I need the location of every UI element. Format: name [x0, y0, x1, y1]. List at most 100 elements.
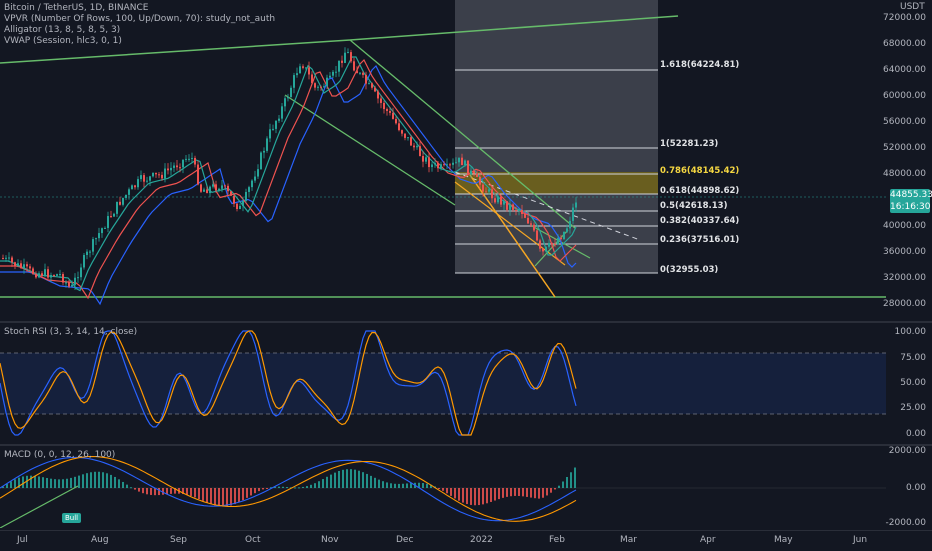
candle-body [302, 66, 304, 68]
currency-label[interactable]: USDT [900, 2, 925, 12]
candle-body [338, 60, 340, 72]
macd-bar [202, 488, 204, 501]
candle-body [176, 165, 178, 168]
fib-projection-box[interactable] [455, 0, 658, 273]
macd-bar [226, 488, 228, 507]
candle-body [188, 158, 190, 160]
time-tick: Dec [396, 535, 414, 545]
macd-bar [266, 488, 268, 489]
candle-body [86, 251, 88, 255]
candlestick-series[interactable] [2, 47, 577, 291]
stoch-rsi-label[interactable]: Stoch RSI (3, 3, 14, 14, close) [4, 327, 138, 337]
channel-lower-line[interactable] [284, 94, 456, 206]
candle-body [308, 67, 310, 75]
upper-trendline-right[interactable] [349, 15, 679, 41]
candle-body [5, 257, 7, 259]
candle-body [20, 263, 22, 268]
recent-channel-bottom[interactable] [534, 229, 569, 267]
candle-body [119, 201, 121, 205]
candle-body [329, 75, 331, 78]
candle-body [416, 146, 418, 148]
candle-body [152, 172, 154, 177]
upper-trendline-left[interactable] [0, 39, 351, 64]
symbol-title[interactable]: Bitcoin / TetherUS, 1D, BINANCE [4, 3, 149, 13]
price-tick: 48000.00 [883, 169, 926, 179]
macd-tick: -2000.00 [885, 518, 926, 528]
macd-bar [362, 472, 364, 488]
fib-label: 0(32955.03) [660, 265, 718, 275]
candle-body [278, 118, 280, 121]
macd-bar [510, 488, 512, 497]
macd-bar [278, 486, 280, 488]
macd-bar [390, 483, 392, 488]
candle-body [128, 189, 130, 195]
dashed-projection[interactable] [454, 171, 641, 241]
macd-bar [498, 488, 500, 500]
candle-body [425, 157, 427, 162]
macd-bar [114, 476, 116, 488]
candle-body [80, 267, 82, 278]
macd-bar [38, 476, 40, 488]
candle-body [335, 71, 337, 73]
macd-signal-line [0, 455, 577, 522]
macd-bar [534, 488, 536, 499]
price-chart-pane[interactable]: 1.618(64224.81) 1(52281.23) 0.786(48145.… [0, 0, 886, 321]
candle-body [371, 83, 373, 88]
candle-body [17, 263, 19, 267]
candle-body [29, 266, 31, 269]
time-axis[interactable]: Jul Aug Sep Oct Nov Dec 2022 Feb Mar Apr… [0, 530, 932, 551]
indicator-vpvr[interactable]: VPVR (Number Of Rows, 100, Up/Down, 70):… [4, 14, 276, 24]
fib-label: 1.618(64224.81) [660, 60, 739, 70]
indicator-vwap[interactable]: VWAP (Session, hlc3, 0, 1) [4, 36, 122, 46]
candle-body [95, 238, 97, 240]
candle-body [446, 164, 448, 166]
stoch-rsi-svg[interactable] [0, 323, 886, 444]
macd-bar [78, 475, 80, 488]
last-price: 44855.33 [890, 190, 932, 200]
macd-label[interactable]: MACD (0, 0, 12, 26, 100) [4, 450, 116, 460]
candle-body [401, 130, 403, 134]
macd-bar [370, 475, 372, 488]
candle-body [83, 254, 85, 268]
macd-bar [386, 482, 388, 488]
candle-body [275, 120, 277, 129]
candle-body [224, 185, 226, 187]
macd-bar [482, 488, 484, 505]
stoch-rsi-axis[interactable]: 100.00 75.00 50.00 25.00 0.00 [886, 323, 932, 444]
macd-pane[interactable]: MACD (0, 0, 12, 26, 100) [0, 446, 886, 528]
pane-separator[interactable] [0, 321, 932, 323]
macd-trendline[interactable] [0, 485, 79, 528]
macd-bar [338, 471, 340, 488]
macd-bar [174, 488, 176, 494]
candle-body [191, 157, 193, 159]
price-axis[interactable]: 72000.00 68000.00 64000.00 60000.00 5600… [883, 0, 932, 321]
macd-bar [474, 488, 476, 506]
macd-svg[interactable] [0, 446, 886, 528]
pane-separator[interactable] [0, 444, 932, 446]
candle-body [149, 176, 151, 181]
candle-body [476, 173, 478, 177]
macd-bar [330, 474, 332, 488]
candle-body [221, 185, 223, 189]
macd-bar [298, 487, 300, 489]
candle-body [59, 274, 61, 276]
price-chart-svg[interactable]: 1.618(64224.81) 1(52281.23) 0.786(48145.… [0, 0, 886, 321]
candle-body [293, 75, 295, 88]
candle-body [62, 274, 64, 283]
wedge-line-upper[interactable] [469, 174, 556, 298]
candle-body [92, 239, 94, 252]
candle-body [458, 157, 460, 163]
candle-body [89, 251, 91, 253]
macd-bar [126, 484, 128, 488]
downtrend-line[interactable] [349, 39, 576, 229]
stoch-rsi-pane[interactable]: Stoch RSI (3, 3, 14, 14, close) [0, 323, 886, 444]
time-tick: May [774, 535, 793, 545]
macd-bar [294, 487, 296, 489]
candle-body [569, 220, 571, 229]
price-tick: 68000.00 [883, 39, 926, 49]
indicator-alligator[interactable]: Alligator (13, 8, 5, 8, 5, 3) [4, 25, 121, 35]
macd-axis[interactable]: 2000.00 0.00 -2000.00 [886, 446, 932, 528]
last-price-badge: 44855.33 16:16:30 [890, 189, 932, 213]
macd-bar [262, 488, 264, 490]
macd-bar [274, 486, 276, 488]
